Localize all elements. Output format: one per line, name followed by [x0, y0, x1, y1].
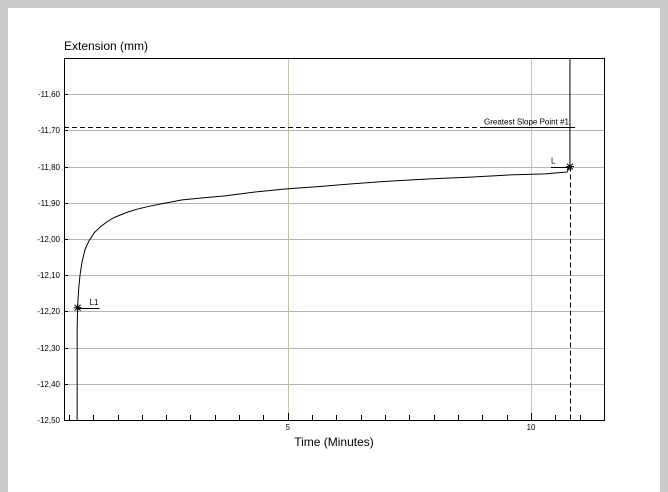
axis-ticks: [64, 94, 605, 421]
y-tick-label: -11,80: [38, 163, 61, 172]
marker-l1: [73, 303, 82, 312]
greatest-slope-label: Greatest Slope Point #1: [484, 118, 569, 127]
y-tick-label: -11,90: [38, 199, 61, 208]
tick-labels: -11,60 -11,70 -11,80 -11,90 -12,00 -12,10 -12,…: [37, 90, 536, 432]
y-tick-label: -12,50: [37, 416, 60, 425]
point-markers: L1 L: [73, 157, 574, 312]
data-series: [76, 58, 571, 420]
y-axis-title: Extension (mm): [64, 39, 148, 53]
marker-l: [565, 162, 574, 171]
marker-label-l: L: [551, 157, 556, 166]
y-tick-label: -12,10: [37, 271, 60, 280]
x-tick-label: 5: [286, 423, 291, 432]
y-tick-label: -11,70: [38, 126, 61, 135]
y-tick-label: -12,20: [37, 307, 60, 316]
y-tick-label: -12,00: [37, 235, 60, 244]
reference-lines: Greatest Slope Point #1: [64, 118, 575, 420]
extension-curve: [76, 58, 571, 420]
gridlines: [64, 58, 604, 421]
marker-label-l1: L1: [90, 298, 99, 307]
x-tick-label: 10: [527, 423, 536, 432]
y-tick-label: -12,40: [37, 380, 60, 389]
x-axis-title: Time (Minutes): [294, 435, 374, 449]
y-tick-label: -12,30: [37, 344, 60, 353]
y-tick-label: -11,60: [38, 90, 61, 99]
